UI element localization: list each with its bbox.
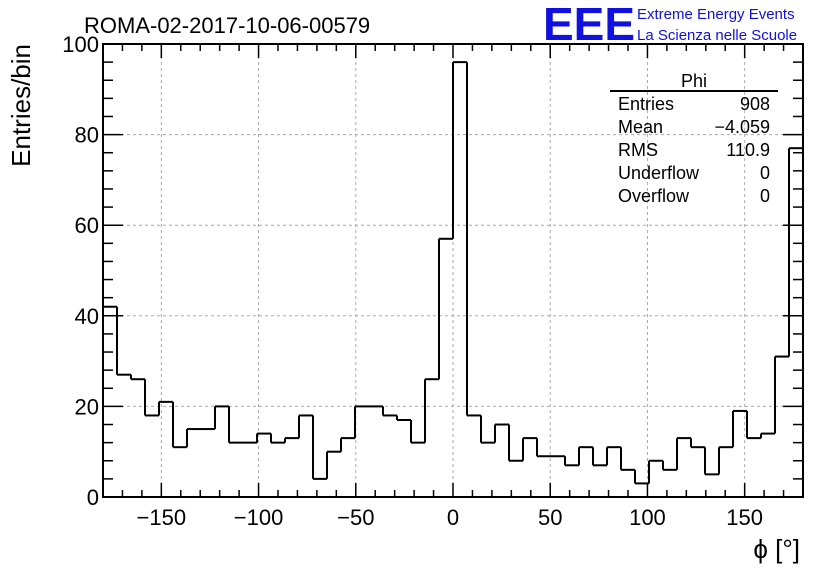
stats-row-value: 0	[760, 186, 770, 206]
stats-row-value: −4.059	[714, 117, 770, 137]
stats-row-value: 908	[740, 94, 770, 114]
logo-mark: EEE	[543, 0, 635, 50]
x-tick-label: 150	[726, 505, 763, 530]
y-tick-label: 100	[62, 32, 99, 57]
stats-box-title: Phi	[681, 71, 707, 91]
stats-row-value: 110.9	[726, 140, 770, 160]
y-axis-label: Entries/bin	[6, 44, 36, 167]
stats-row-label: Underflow	[618, 163, 700, 183]
y-tick-labels: 0 20 40 60 80 100	[62, 32, 99, 510]
x-tick-label: −100	[234, 505, 284, 530]
stats-box-rows: Entries 908 Mean −4.059 RMS 110.9 Underflow 0 Ov…	[618, 94, 770, 206]
logo-line-2: La Scienza nelle Scuole	[637, 27, 797, 44]
stats-row-label: RMS	[618, 140, 658, 160]
stats-row-label: Entries	[618, 94, 674, 114]
axis-ticks	[102, 43, 804, 498]
stats-row-label: Mean	[618, 117, 663, 137]
x-tick-label: −150	[137, 505, 187, 530]
x-tick-label: 0	[447, 505, 459, 530]
y-tick-label: 20	[75, 394, 99, 419]
y-tick-label: 80	[75, 123, 99, 148]
stats-row-label: Overflow	[618, 186, 690, 206]
logo-line-1: Extreme Energy Events	[637, 6, 795, 23]
y-tick-label: 0	[87, 485, 99, 510]
stats-row-value: 0	[760, 163, 770, 183]
chart-title: ROMA-02-2017-10-06-00579	[84, 13, 370, 38]
x-tick-label: −50	[337, 505, 374, 530]
y-tick-label: 60	[75, 213, 99, 238]
eee-logo: EEE Extreme Energy Events La Scienza nel…	[543, 0, 797, 50]
x-tick-label: 100	[629, 505, 666, 530]
x-axis-label: ϕ [°]	[753, 534, 800, 564]
stats-box: Phi Entries 908 Mean −4.059 RMS 110.9 Underflo…	[610, 71, 778, 206]
x-tick-labels: −150 −100 −50 0 50 100 150	[137, 505, 763, 530]
x-tick-label: 50	[538, 505, 562, 530]
y-tick-label: 40	[75, 304, 99, 329]
